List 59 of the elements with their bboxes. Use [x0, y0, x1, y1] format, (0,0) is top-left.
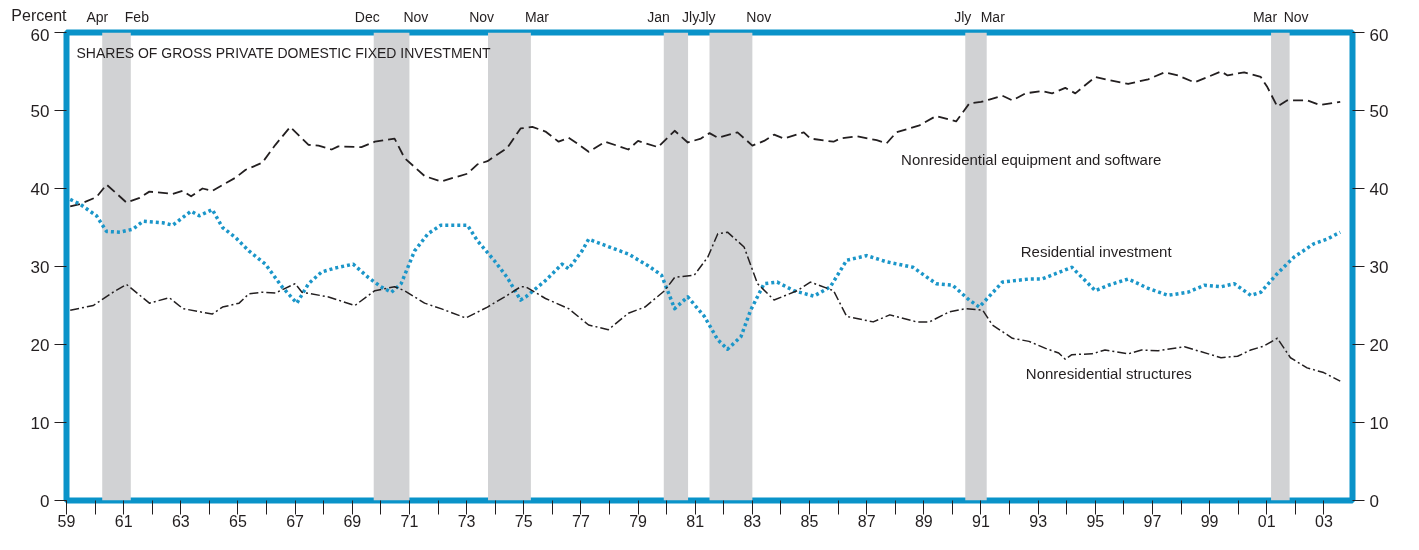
text: Jly [682, 8, 700, 25]
y-tick-label: 60 [30, 25, 50, 45]
series-label: Residential investment [1020, 243, 1173, 261]
x-tick-label: 97 [1143, 512, 1162, 530]
y2-tick-label: 10 [1369, 413, 1389, 433]
text: Jan [647, 8, 670, 25]
x-tick-label: 83 [743, 512, 762, 530]
text: Apr [86, 8, 109, 25]
text: Dec [354, 8, 380, 25]
series-label: Nonresidential equipment and software [901, 151, 1162, 169]
x-tick-label: 99 [1200, 512, 1219, 530]
x-tick-label: 65 [229, 512, 247, 530]
x-tick-label: 73 [457, 512, 476, 530]
x-tick-label: 93 [1029, 512, 1048, 530]
text: Jly [698, 8, 716, 25]
y-axis-title: Percent [11, 7, 68, 24]
x-tick-label: 61 [114, 512, 133, 530]
y-tick-label: 10 [30, 413, 50, 433]
y2-tick-label: 40 [1369, 179, 1389, 199]
text: Mar [524, 8, 550, 25]
text: SHARES OF GROSS PRIVATE DOMESTIC FIXED INVESTMENT [76, 44, 492, 61]
x-tick-label: 59 [57, 512, 76, 530]
x-tick-label: 67 [286, 512, 305, 530]
x-tick-label: 79 [629, 512, 648, 530]
series-label: Nonresidential structures [1025, 364, 1192, 382]
x-tick-label: 75 [514, 512, 533, 530]
x-tick-label: 71 [400, 512, 419, 530]
line-series [68, 197, 1342, 351]
y2-tick-label: 30 [1369, 257, 1389, 277]
line-series [69, 70, 1342, 208]
y-tick-label: 50 [30, 101, 50, 121]
y2-tick-label: 60 [1369, 25, 1389, 45]
text: Mar [1252, 8, 1278, 25]
x-tick-label: 63 [171, 512, 190, 530]
text: Mar [980, 8, 1006, 25]
x-tick-label: 91 [972, 512, 990, 530]
x-tick-label: 95 [1086, 512, 1105, 530]
x-tick-label: 69 [343, 512, 362, 530]
text: Jly [954, 8, 972, 25]
y-tick-label: 20 [30, 335, 50, 355]
x-tick-label: 85 [800, 512, 819, 530]
x-tick-label: 03 [1315, 512, 1333, 530]
y2-tick-label: 50 [1369, 101, 1389, 121]
y-tick-label: 40 [30, 179, 50, 199]
text: Nov [469, 8, 495, 25]
y-tick-label: 0 [40, 491, 50, 511]
text: Feb [124, 8, 150, 25]
x-tick-label: 01 [1257, 512, 1276, 530]
line-series [69, 231, 1341, 382]
y-tick-label: 30 [30, 257, 50, 277]
x-tick-label: 87 [857, 512, 876, 530]
text: Nov [403, 8, 429, 25]
x-tick-label: 77 [572, 512, 590, 530]
y2-tick-label: 0 [1369, 491, 1379, 511]
x-tick-label: 89 [914, 512, 933, 530]
x-tick-label: 81 [686, 512, 705, 530]
y2-tick-label: 20 [1369, 335, 1389, 355]
text: Nov [746, 8, 772, 25]
text: Nov [1283, 8, 1309, 25]
